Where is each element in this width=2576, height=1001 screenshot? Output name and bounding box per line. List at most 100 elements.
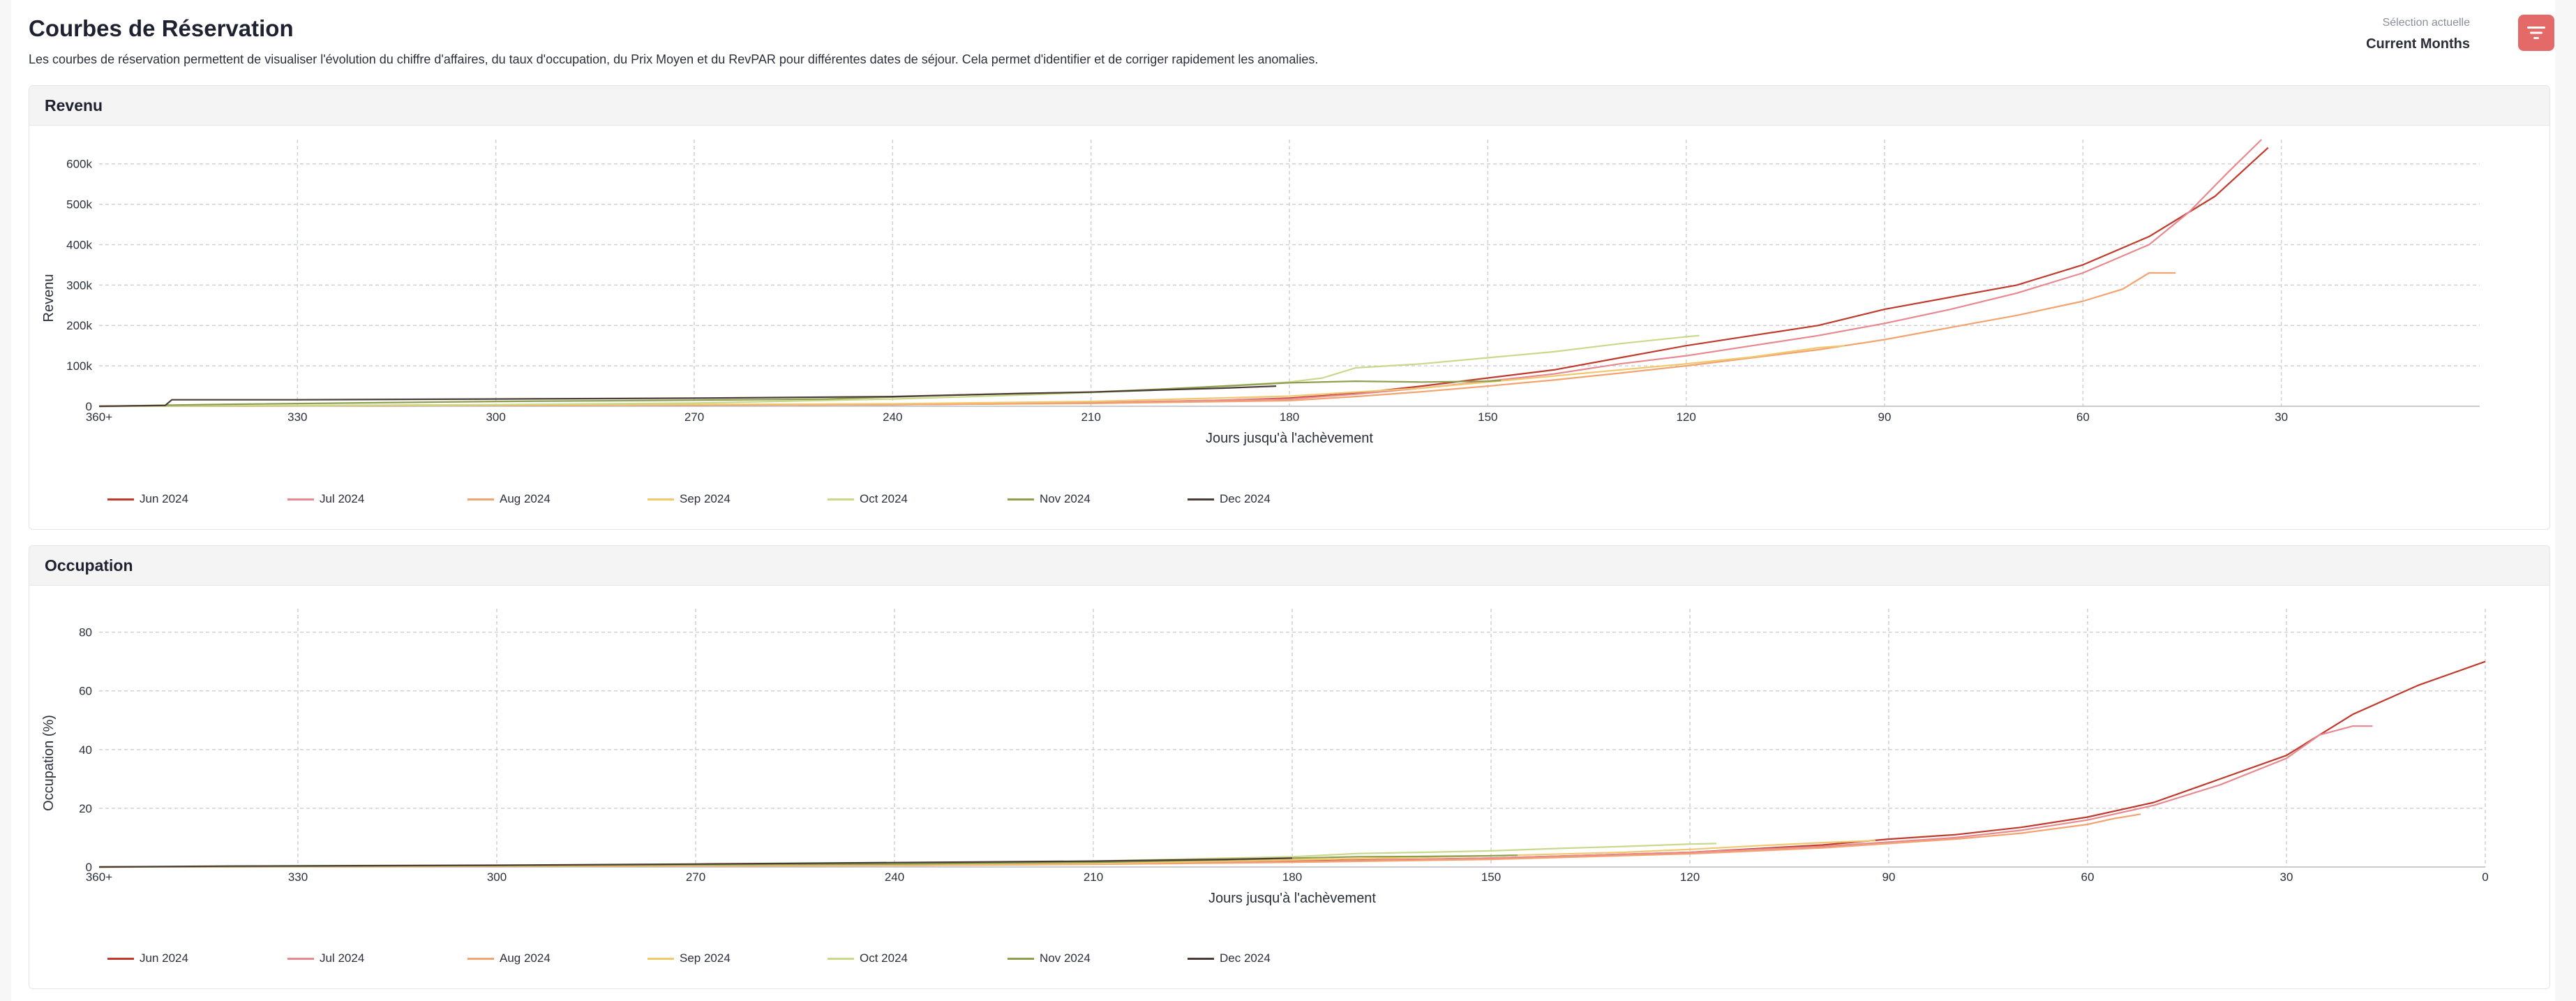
x-tick-label: 60 (2076, 410, 2090, 424)
page-description: Les courbes de réservation permettent de… (29, 52, 1319, 66)
filter-lines-icon (2527, 27, 2545, 39)
page: Courbes de Réservation Les courbes de ré… (11, 0, 2555, 1001)
selection-value: Current Months (2366, 36, 2470, 52)
y-tick-label: 0 (86, 861, 92, 874)
legend-swatch (828, 957, 854, 960)
legend-item[interactable]: Aug 2024 (467, 492, 647, 506)
x-tick-label: 90 (1882, 870, 1896, 884)
legend-swatch (1008, 957, 1034, 960)
revenue-card-header: Revenu (29, 86, 2549, 126)
y-tick-label: 100k (66, 359, 92, 373)
legend-swatch (1008, 498, 1034, 500)
legend-item[interactable]: Nov 2024 (1008, 492, 1188, 506)
legend-swatch (467, 957, 494, 960)
legend-item[interactable]: Jul 2024 (287, 492, 467, 506)
series-line-sep-2024 (98, 345, 1845, 408)
x-tick-label: 360+ (86, 410, 112, 424)
legend-label: Jul 2024 (320, 492, 365, 505)
series-line-jul-2024 (98, 139, 2262, 408)
revenue-chart: 360+ 330 300 270 240 210 180 150 120 90 60 300100k2… (41, 139, 2480, 446)
series-line-oct-2024 (98, 334, 1700, 408)
y-tick-label: 600k (66, 158, 92, 171)
revenue-legend: Jun 2024 Jul 2024 Aug 2024 Sep 2024 Oct 2024… (107, 492, 1368, 506)
y-tick-label: 400k (66, 238, 92, 251)
legend-label: Sep 2024 (680, 951, 731, 965)
legend-swatch (828, 498, 854, 500)
occupation-chart: 360+ 330 300 270 240 210 180 150 120 90 60 30 002040… (41, 609, 2489, 906)
legend-label: Aug 2024 (500, 492, 551, 505)
page-title: Courbes de Réservation (29, 15, 294, 41)
x-tick-label: 30 (2280, 870, 2293, 884)
y-tick-label: 40 (79, 743, 92, 757)
x-tick-label: 180 (1280, 410, 1299, 424)
legend-item[interactable]: Sep 2024 (647, 951, 828, 965)
y-tick-label: 300k (66, 279, 92, 292)
legend-label: Aug 2024 (500, 951, 551, 965)
x-tick-label: 120 (1680, 870, 1700, 884)
y-tick-label: 0 (86, 400, 92, 413)
filter-button[interactable] (2518, 15, 2554, 51)
x-tick-label: 0 (2482, 870, 2488, 884)
legend-swatch (647, 498, 674, 500)
x-tick-label: 90 (1878, 410, 1892, 424)
x-tick-label: 60 (2081, 870, 2095, 884)
x-tick-label: 150 (1481, 870, 1501, 884)
x-tick-label: 180 (1282, 870, 1302, 884)
series-line-aug-2024 (98, 813, 2141, 868)
y-axis-title: Occupation (%) (41, 715, 57, 811)
legend-label: Dec 2024 (1220, 951, 1271, 965)
legend-item[interactable]: Aug 2024 (467, 951, 647, 965)
legend-item[interactable]: Dec 2024 (1188, 951, 1368, 965)
occupation-legend: Jun 2024 Jul 2024 Aug 2024 Sep 2024 Oct 2024… (107, 951, 1368, 965)
x-tick-label: 300 (487, 870, 507, 884)
y-tick-label: 500k (66, 198, 92, 212)
legend-item[interactable]: Oct 2024 (828, 951, 1008, 965)
series-line-jun-2024 (98, 147, 2269, 408)
legend-label: Oct 2024 (860, 492, 908, 505)
series-line-dec-2024 (98, 385, 1277, 408)
x-tick-label: 210 (1084, 870, 1103, 884)
x-tick-label: 120 (1676, 410, 1695, 424)
x-tick-label: 300 (486, 410, 505, 424)
legend-swatch (287, 498, 314, 500)
revenue-card: Revenu 360+ 330 300 270 240 210 180 150 120 90 60 3… (29, 85, 2550, 530)
legend-label: Dec 2024 (1220, 492, 1271, 505)
x-tick-label: 240 (885, 870, 904, 884)
legend-swatch (647, 957, 674, 960)
legend-label: Jun 2024 (140, 492, 188, 505)
current-selection: Sélection actuelle Current Months (2366, 17, 2470, 52)
selection-label: Sélection actuelle (2382, 17, 2470, 29)
x-tick-label: 150 (1478, 410, 1497, 424)
occupation-card: Occupation 360+ 330 300 270 240 210 180 150 120 9… (29, 545, 2550, 989)
y-tick-label: 200k (66, 319, 92, 332)
x-tick-label: 30 (2275, 410, 2288, 424)
legend-item[interactable]: Jun 2024 (107, 951, 287, 965)
legend-item[interactable]: Jun 2024 (107, 492, 287, 506)
series-line-dec-2024 (98, 857, 1293, 868)
legend-item[interactable]: Nov 2024 (1008, 951, 1188, 965)
occupation-card-header: Occupation (29, 546, 2549, 586)
y-tick-label: 60 (79, 685, 92, 698)
x-tick-label: 270 (686, 870, 705, 884)
legend-swatch (287, 957, 314, 960)
x-tick-label: 270 (684, 410, 704, 424)
revenue-card-title: Revenu (45, 96, 103, 114)
legend-item[interactable]: Sep 2024 (647, 492, 828, 506)
series-line-aug-2024 (98, 272, 2176, 408)
y-axis-title: Revenu (41, 274, 57, 322)
x-tick-label: 210 (1081, 410, 1100, 424)
y-tick-label: 80 (79, 626, 92, 639)
legend-item[interactable]: Jul 2024 (287, 951, 467, 965)
legend-label: Nov 2024 (1040, 492, 1091, 505)
legend-item[interactable]: Oct 2024 (828, 492, 1008, 506)
legend-label: Jun 2024 (140, 951, 188, 965)
series-line-nov-2024 (98, 379, 1502, 408)
y-tick-label: 20 (79, 802, 92, 815)
legend-label: Oct 2024 (860, 951, 908, 965)
legend-item[interactable]: Dec 2024 (1188, 492, 1368, 506)
legend-swatch (1188, 498, 1214, 500)
legend-swatch (107, 498, 134, 500)
x-tick-label: 240 (883, 410, 902, 424)
legend-label: Nov 2024 (1040, 951, 1091, 965)
x-axis-title: Jours jusqu'à l'achèvement (1206, 431, 1373, 446)
